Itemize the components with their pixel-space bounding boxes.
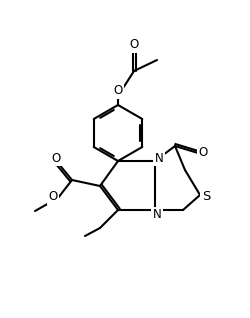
Text: N: N [152,209,162,222]
Text: O: O [198,146,207,158]
Text: O: O [114,85,122,98]
Text: N: N [154,151,164,164]
Text: O: O [48,190,58,204]
Text: O: O [130,38,138,52]
Text: S: S [202,190,210,204]
Text: O: O [52,151,60,164]
